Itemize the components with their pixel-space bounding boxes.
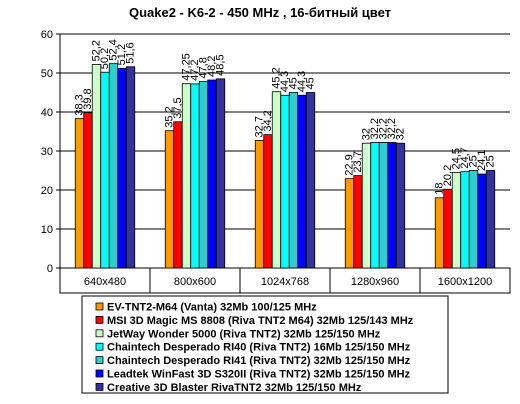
bar	[460, 171, 470, 269]
category-label: 640x480	[84, 276, 126, 288]
bar	[468, 170, 479, 269]
bar	[305, 92, 316, 269]
bar	[164, 130, 175, 269]
bar	[370, 142, 380, 269]
category-label: 1024x768	[261, 276, 309, 288]
data-label: 25	[485, 155, 497, 167]
data-label: 39,8	[82, 88, 94, 109]
data-label: 47,25	[181, 53, 193, 81]
data-label: 45	[288, 77, 300, 89]
legend-entry: Leadtek WinFast 3D S320II (Riva TNT2) 32…	[107, 369, 411, 381]
data-label: 47,8	[198, 57, 210, 78]
legend-swatch	[95, 342, 104, 351]
data-label: 32,7	[254, 116, 266, 137]
data-label: 24,5	[451, 148, 463, 169]
data-label: 45	[305, 77, 317, 89]
data-labels: 38,339,8 52,250,252,451,251,6 35,237,5 47,2…	[74, 39, 497, 195]
data-label: 48,2	[206, 56, 218, 77]
data-label: 52,2	[91, 40, 103, 61]
category-label: 1280x960	[351, 276, 399, 288]
data-label: 24,1	[476, 150, 488, 171]
data-label: 52,4	[108, 39, 120, 60]
data-label: 32	[361, 128, 373, 140]
data-label: 20,2	[442, 165, 454, 186]
legend-entry: MSI 3D Magic MS 8808 (Riva TNT2 M64) 32M…	[107, 315, 414, 327]
legend-swatch	[95, 356, 104, 365]
data-label: 38,3	[74, 94, 86, 115]
bar	[280, 94, 290, 269]
data-label: 44,3	[279, 71, 291, 92]
legend-frame	[81, 295, 449, 394]
y-tick-label: 30	[41, 146, 53, 158]
bar	[125, 66, 136, 269]
legend-entry: Chaintech Desperado RI41 (Riva TNT2) 32M…	[107, 355, 411, 367]
bar	[434, 197, 445, 269]
category-label: 800x600	[174, 276, 216, 288]
bar	[100, 71, 110, 269]
data-label: 32,2	[378, 118, 390, 139]
data-label: 50,2	[99, 48, 111, 69]
bars	[74, 63, 496, 269]
bar	[254, 140, 265, 269]
chart-title: Quake2 - K6-2 - 450 MHz , 16-битный цвет	[129, 5, 391, 20]
y-tick-label: 10	[41, 224, 53, 236]
bar	[108, 63, 119, 269]
data-label: 24,7	[459, 147, 471, 168]
data-label: 45,2	[271, 67, 283, 88]
bar	[443, 188, 453, 269]
bar	[173, 121, 183, 269]
legend-swatch	[95, 382, 104, 391]
bar	[485, 170, 496, 269]
bar	[215, 78, 226, 269]
legend-swatch	[95, 369, 104, 378]
legend: EV-TNT2-M64 (Vanta) 32Mb 100/125 MHzMSI …	[81, 295, 449, 394]
y-tick-label: 40	[41, 107, 53, 119]
y-tick-label: 50	[41, 68, 53, 80]
legend-swatch	[95, 315, 104, 324]
data-label: 18	[434, 183, 446, 195]
legend-entry: Chaintech Desperado RI40 (Riva TNT2) 16M…	[107, 342, 411, 354]
bar	[190, 83, 200, 269]
bar	[83, 112, 93, 269]
data-label: 51,6	[125, 42, 137, 63]
data-label: 35,2	[164, 106, 176, 127]
data-label: 25	[468, 155, 480, 167]
data-label: 34,2	[262, 110, 274, 131]
legend-entry: EV-TNT2-M64 (Vanta) 32Mb 100/125 MHz	[107, 302, 317, 314]
data-label: 51,2	[116, 44, 128, 65]
bar	[395, 142, 406, 269]
bar	[477, 173, 487, 269]
data-label: 47,2	[189, 59, 201, 80]
y-tick-label: 0	[47, 263, 53, 275]
data-label: 32	[395, 128, 407, 140]
y-tick-label: 60	[41, 29, 53, 41]
data-label: 22,9	[344, 154, 356, 175]
category-label: 1600x1200	[438, 276, 492, 288]
legend-swatch	[95, 302, 104, 311]
bar	[288, 92, 299, 269]
data-label: 23,7	[352, 151, 364, 172]
legend-entry: Creative 3D Blaster RivaTNT2 32Mb 125/15…	[107, 382, 362, 394]
bar	[297, 94, 307, 269]
bar	[378, 142, 389, 269]
bar	[344, 178, 355, 269]
data-label: 37,5	[172, 97, 184, 118]
data-label: 32,2	[386, 118, 398, 139]
data-label: 44,3	[296, 71, 308, 92]
bar	[263, 134, 273, 269]
bar	[74, 118, 85, 269]
data-label: 32,2	[369, 118, 381, 139]
y-tick-label: 20	[41, 185, 53, 197]
data-label: 48,5	[215, 54, 227, 75]
legend-swatch	[95, 329, 104, 338]
bar	[198, 81, 209, 269]
bar	[387, 142, 397, 269]
bar	[117, 67, 127, 269]
legend-entry: JetWay Wonder 5000 (Riva TNT2) 32Mb 125/…	[107, 328, 381, 340]
bar	[207, 79, 217, 269]
bar	[353, 175, 363, 269]
